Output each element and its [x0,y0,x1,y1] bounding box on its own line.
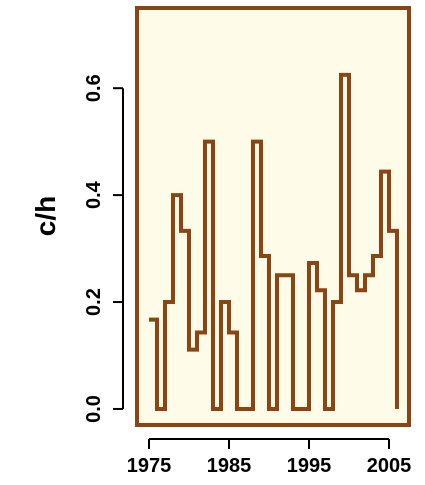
x-tick-label: 1995 [287,455,332,477]
x-tick-label: 2005 [367,455,412,477]
y-tick-label: 0.4 [83,180,105,209]
x-axis: 1975 1985 1995 2005 [127,438,412,477]
x-tick-label: 1985 [207,455,252,477]
chart-marks [149,72,399,411]
plot-background [137,8,409,425]
series-step-line [149,72,399,411]
x-tick-label: 1975 [127,455,172,477]
y-tick-label: 0.6 [83,74,105,102]
y-tick-label: 0.0 [83,395,105,423]
y-axis-label: c/h [30,196,61,236]
y-tick-label: 0.2 [83,288,105,316]
plot-frame [135,6,411,427]
y-axis: 0.0 0.2 0.4 0.6 [83,74,124,423]
